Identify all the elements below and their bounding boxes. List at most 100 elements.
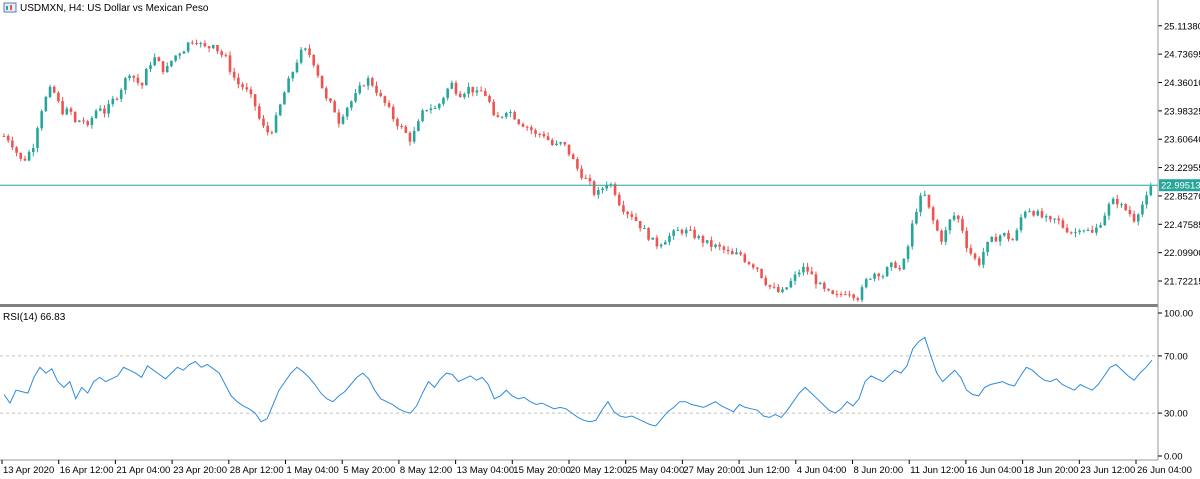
time-tick-label: 20 May 12:00 [570, 465, 628, 476]
candle-body [538, 133, 542, 135]
candle-body [304, 48, 307, 50]
candle-body [772, 286, 776, 288]
price-tick-label: 22.47585 [1164, 220, 1200, 231]
candle-body [986, 241, 989, 253]
candle-body [15, 147, 18, 153]
candle-body [320, 75, 324, 89]
candle-body [856, 298, 860, 300]
candle-body [592, 181, 596, 195]
candle-body [90, 117, 94, 125]
rsi-line [3, 336, 1153, 427]
candle-body [994, 236, 998, 242]
candle-body [843, 294, 847, 296]
candle-body [299, 49, 303, 63]
price-tick-label: 23.60640 [1164, 135, 1200, 146]
candle-body [559, 142, 562, 144]
candle-body [622, 205, 625, 212]
candle-body [956, 215, 960, 219]
time-tick-label: 28 Apr 12:00 [230, 465, 284, 476]
candle-body [722, 246, 726, 250]
candle-body [1044, 216, 1048, 218]
candle-body [739, 252, 742, 255]
candle-body [584, 177, 588, 179]
candle-body [396, 119, 399, 126]
candle-body [253, 94, 257, 107]
candle-body [898, 267, 901, 270]
time-tick-label: 5 May 20:00 [343, 465, 395, 476]
candle-body [927, 194, 931, 208]
candle-body [550, 139, 554, 145]
candle-body [768, 284, 772, 287]
candle-body [689, 229, 692, 231]
candle-body [274, 115, 278, 133]
candle-body [350, 101, 353, 108]
candle-body [894, 262, 897, 268]
time-tick-label: 18 Jun 20:00 [1024, 465, 1079, 476]
candle-body [329, 98, 332, 102]
candle-body [726, 249, 730, 252]
candle-body [852, 294, 855, 299]
candle-body [576, 159, 579, 169]
candle-body [802, 266, 805, 273]
candle-body [1086, 229, 1090, 231]
candle-body [697, 236, 701, 239]
candle-body [835, 293, 839, 295]
candle-body [735, 252, 738, 255]
candle-body [948, 219, 952, 231]
candle-body [848, 294, 851, 296]
price-axis: 25.11380 24.73695 24.36010 23.98325 23.60640… [1158, 21, 1200, 288]
candle-body [684, 229, 688, 234]
candle-body [915, 211, 918, 224]
candle-body [1028, 211, 1031, 213]
candle-body [337, 112, 341, 124]
candle-body [345, 107, 349, 117]
candle-body [203, 43, 207, 47]
candle-body [44, 97, 48, 112]
candle-body [124, 78, 127, 90]
time-tick-label: 26 Jun 04:00 [1137, 465, 1192, 476]
candle-body [258, 106, 261, 119]
candle-body [567, 144, 571, 155]
candle-body [48, 86, 52, 98]
candle-body [270, 132, 274, 134]
candle-body [78, 120, 81, 122]
candle-body [408, 132, 412, 142]
candle-body [1040, 211, 1044, 218]
price-tick-label: 23.98325 [1164, 106, 1200, 117]
candle-body [630, 214, 634, 217]
candle-body [111, 98, 115, 105]
candle-body [555, 143, 558, 145]
candle-body [245, 87, 249, 90]
candle-body [191, 42, 194, 44]
candle-body [806, 266, 809, 272]
time-tick-label: 13 May 04:00 [457, 465, 515, 476]
candle-body [178, 53, 182, 56]
candle-body [421, 110, 424, 122]
candle-body [308, 48, 311, 55]
panel-separator[interactable] [0, 304, 1158, 307]
rsi-panel [0, 336, 1158, 427]
candle-body [241, 84, 244, 88]
candle-body [1103, 215, 1107, 226]
candle-body [797, 272, 801, 275]
candle-body [433, 107, 437, 109]
candle-body [563, 142, 567, 145]
candle-body [990, 236, 994, 242]
candle-body [1023, 211, 1027, 218]
candle-body [98, 108, 102, 111]
candle-body [617, 194, 621, 206]
candles-group [2, 39, 1153, 303]
candle-body [969, 248, 973, 254]
candle-body [1120, 204, 1123, 206]
candle-body [333, 101, 336, 113]
candle-body [546, 136, 550, 140]
candle-body [500, 116, 504, 118]
rsi-tick-label: 100.00 [1164, 309, 1193, 320]
time-tick-label: 23 Jun 12:00 [1080, 465, 1135, 476]
candle-body [998, 235, 1002, 242]
candle-body [919, 195, 922, 212]
time-tick-label: 1 May 04:00 [287, 465, 339, 476]
candle-body [11, 140, 14, 148]
candle-body [785, 287, 788, 290]
